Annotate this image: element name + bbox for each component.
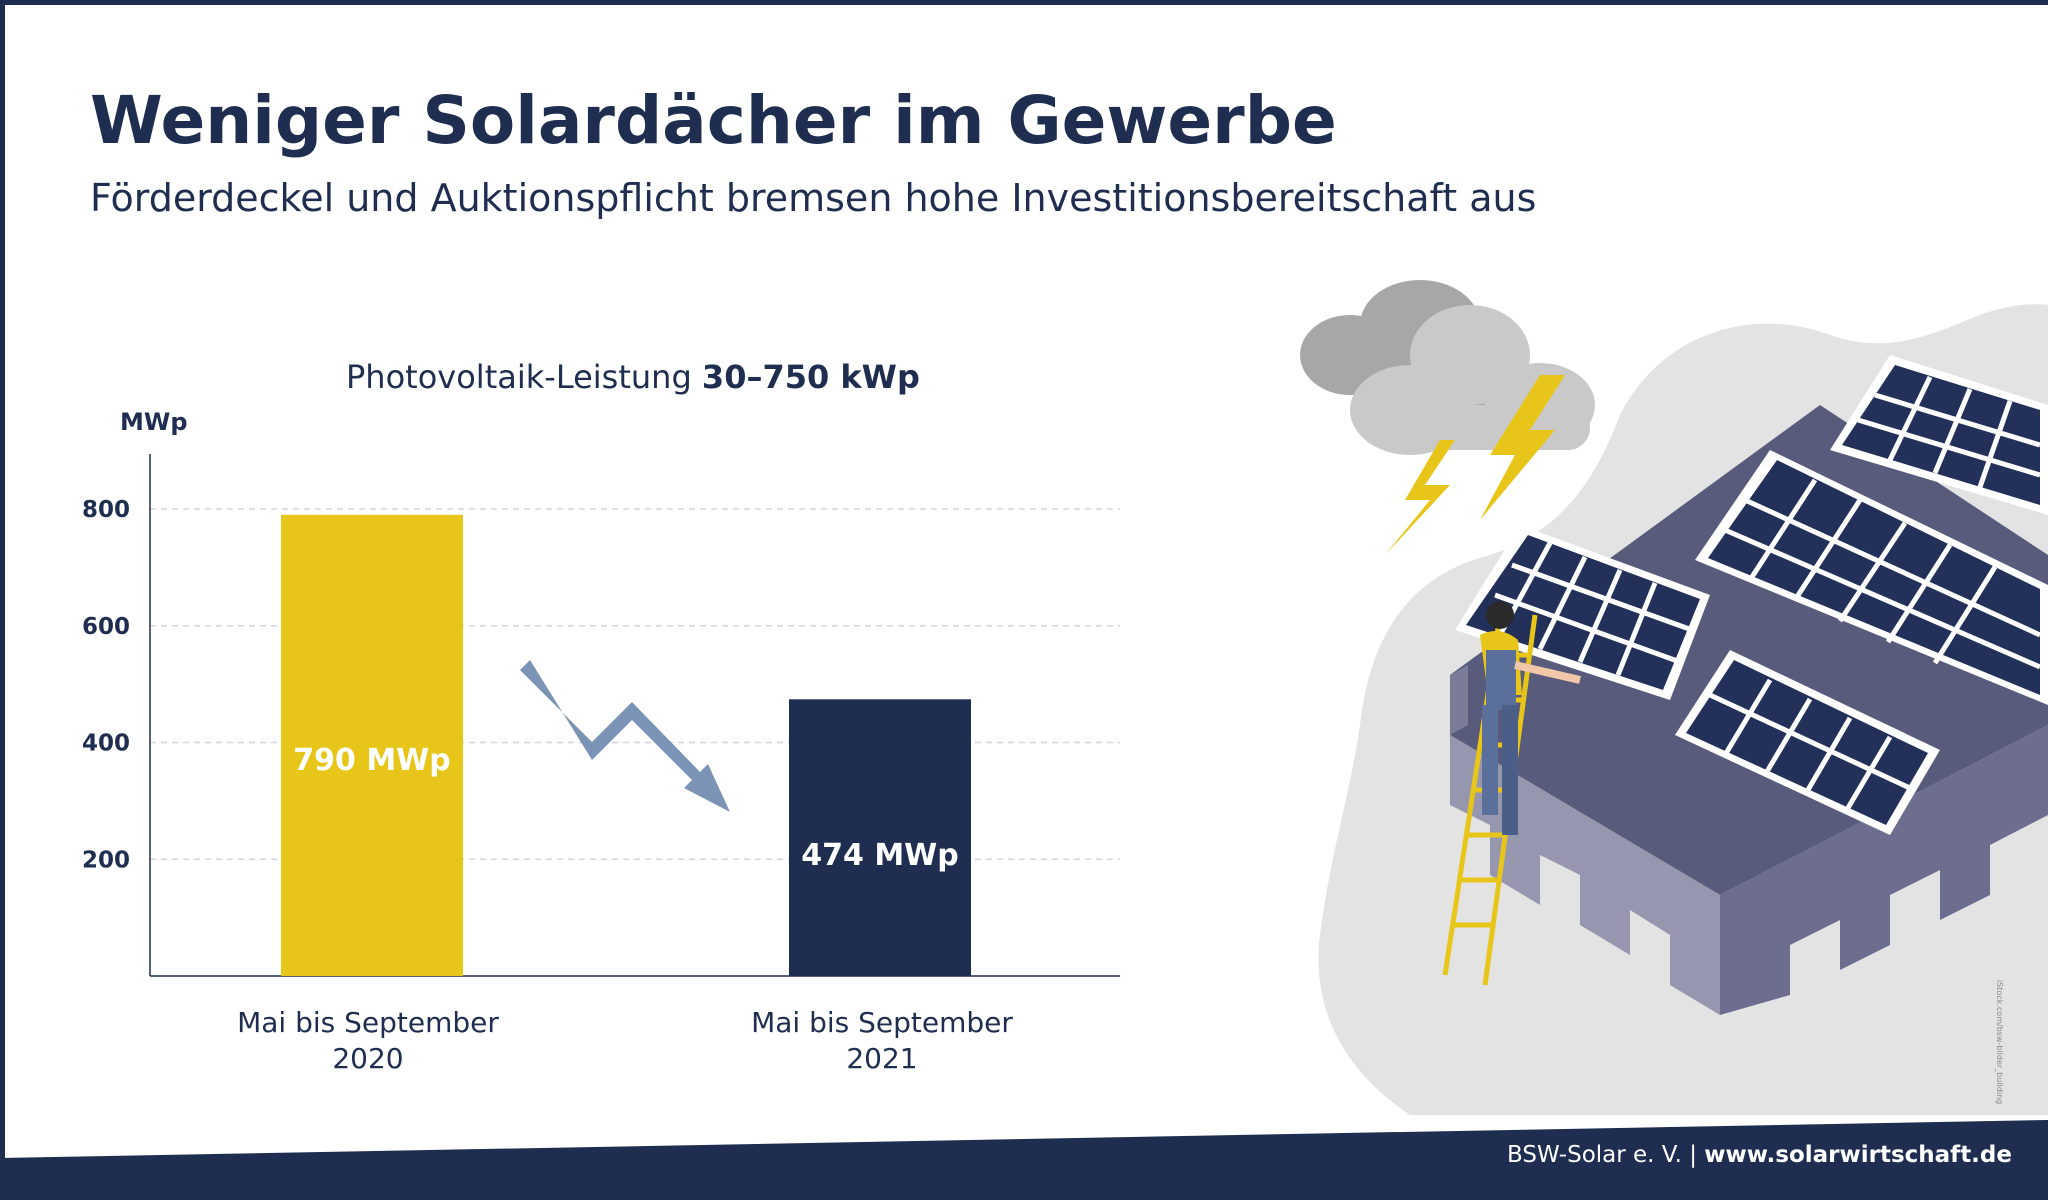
- page-subtitle: Förderdeckel und Auktionspflicht bremsen…: [90, 176, 1537, 220]
- value-label-0: 790 MWp: [293, 743, 451, 778]
- frame-left-border: [0, 0, 5, 1160]
- building-right-wall: [1720, 725, 2048, 1015]
- bar-1: [789, 699, 971, 976]
- y-tick-label-600: 600: [82, 614, 130, 640]
- x-category-label-0-0: Mai bis September: [237, 1006, 499, 1039]
- trend-arrow: [520, 660, 730, 812]
- x-category-label-1-0: Mai bis September: [751, 1006, 1013, 1039]
- chart-heading-bold: 30–750 kWp: [701, 358, 920, 396]
- value-label-1: 474 MWp: [801, 838, 959, 873]
- lightning-icon: [1385, 375, 1565, 555]
- footer-org: BSW-Solar e. V.: [1507, 1142, 1682, 1168]
- x-category-label-1-1: 2021: [846, 1042, 917, 1075]
- page-title: Weniger Solardächer im Gewerbe: [90, 82, 1337, 159]
- footer-url-link[interactable]: www.solarwirtschaft.de: [1704, 1142, 2012, 1168]
- roof-ledge: [1450, 665, 1468, 735]
- bars: [281, 514, 971, 976]
- chart-heading: Photovoltaik-Leistung 30–750 kWp: [346, 358, 920, 396]
- y-tick-label-200: 200: [82, 847, 130, 873]
- worker: [1480, 601, 1581, 835]
- image-credit: iStock.com/bsw-bilder_building: [1995, 980, 2004, 1105]
- solar-roof-illustration: [1300, 280, 2048, 1115]
- footer-separator: |: [1689, 1142, 1697, 1168]
- trend-arrow-down: [520, 660, 730, 812]
- bar-0: [281, 514, 463, 976]
- chart-heading-prefix: Photovoltaik-Leistung: [346, 358, 692, 396]
- panel-grid-lines: [1494, 375, 2042, 815]
- y-tick-label-400: 400: [82, 731, 130, 757]
- frame-top-border: [0, 0, 2048, 5]
- footer: BSW-Solar e. V. | www.solarwirtschaft.de: [1507, 1142, 2012, 1168]
- y-tick-label-800: 800: [82, 497, 130, 523]
- y-axis-unit-label: MWp: [120, 408, 188, 436]
- x-category-label-0-1: 2020: [332, 1042, 403, 1075]
